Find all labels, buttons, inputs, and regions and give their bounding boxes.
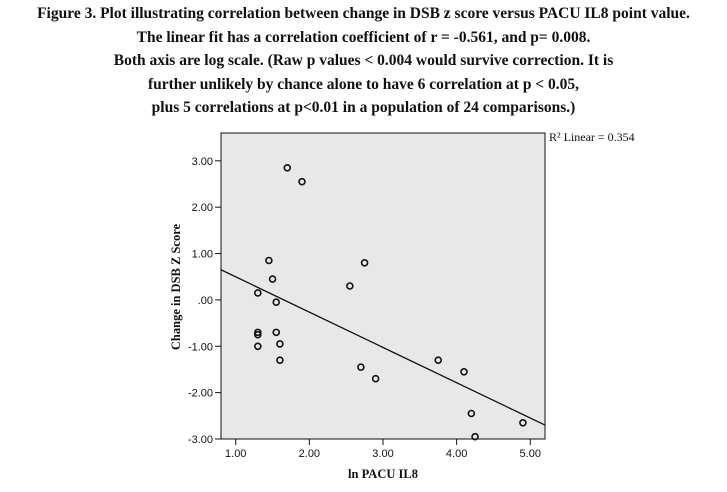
data-point [519,418,527,427]
data-point [360,259,369,267]
x-axis-title: ln PACU IL8 [348,467,418,481]
plot-area [220,132,546,440]
caption-line-2: The linear fit has a correlation coeffic… [136,28,591,46]
y-tick-label: -3.00 [188,434,213,446]
data-point [283,163,292,172]
data-point [276,356,284,364]
data-point [254,342,262,351]
y-axis-title: Change in DSB Z Score [169,223,183,350]
figure-caption: Figure 3. Plot illustrating correlation … [0,2,727,120]
data-point [434,356,443,364]
data-point [254,289,262,297]
data-point [346,282,354,290]
data-point [268,275,277,283]
data-point [357,363,365,371]
y-tick-label: .00 [198,295,213,307]
r-squared-legend: R² Linear = 0.354 [549,130,635,144]
x-tick-label: 5.00 [520,448,541,460]
data-point [254,330,262,339]
y-tick-label: -2.00 [188,388,213,400]
linear-fit-line [220,269,546,426]
data-point [371,374,380,383]
data-point [471,432,479,441]
caption-line-3: Both axis are log scale. (Raw p values <… [113,52,614,69]
y-tick-label: -1.00 [188,341,213,353]
x-tick-label: 3.00 [372,448,393,460]
y-tick-label: 1.00 [192,249,213,261]
data-points [254,163,527,441]
data-point [272,328,281,337]
x-tick-label: 2.00 [299,448,320,460]
data-point [298,177,306,186]
caption-line-5: plus 5 correlations at p<0.01 in a popul… [151,99,576,116]
caption-line-4: further unlikely by chance alone to have… [147,75,580,93]
data-point [460,367,468,376]
y-tick-label: 2.00 [192,202,213,214]
x-tick-label: 1.00 [225,448,246,460]
fit-line-group [220,269,546,426]
y-tick-label: 3.00 [192,156,213,168]
data-point [265,256,273,265]
data-point [467,409,476,418]
caption-line-1: Figure 3. Plot illustrating correlation … [37,5,690,22]
x-tick-label: 4.00 [446,448,467,460]
data-point [276,340,284,348]
data-point [272,298,281,307]
x-axis: 1.00 2.00 3.00 4.00 5.00 [225,439,541,460]
y-axis: 3.00 2.00 1.00 .00 -1.00 -2.00 -3.00 [188,156,221,446]
